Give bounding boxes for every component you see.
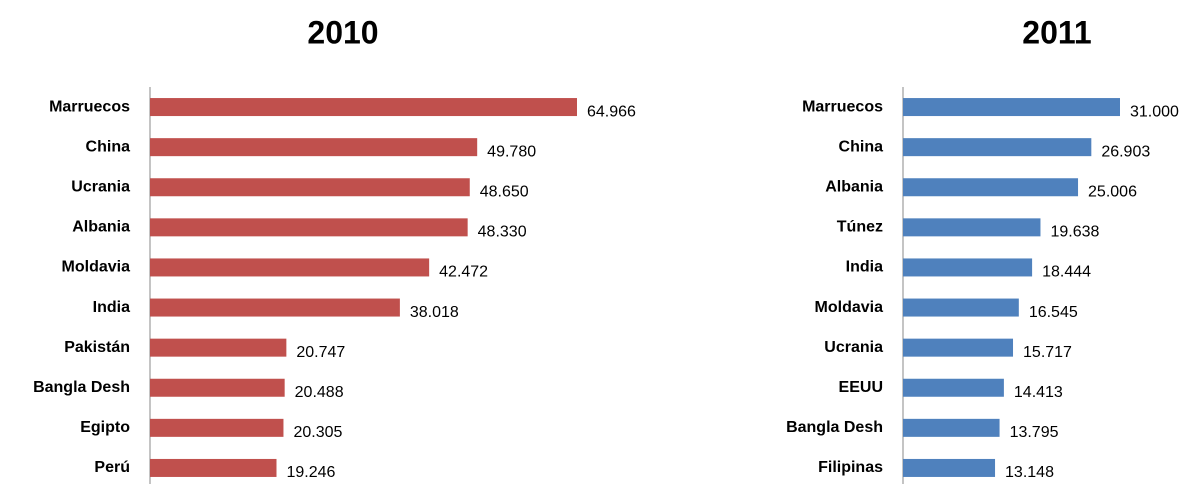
y-tick-label: Albania <box>825 178 883 195</box>
chart-title: 2011 <box>1022 14 1091 50</box>
bar <box>903 298 1019 317</box>
data-label: 64.966 <box>587 103 636 120</box>
y-tick-label: Moldavia <box>62 259 131 276</box>
y-tick-label: Bangla Desh <box>33 379 130 396</box>
data-label: 48.330 <box>478 224 527 241</box>
bar <box>150 338 287 357</box>
bar <box>903 258 1033 277</box>
bar <box>150 458 277 477</box>
bar <box>903 98 1120 117</box>
y-tick-label: Bangla Desh <box>786 419 883 436</box>
data-label: 48.650 <box>480 183 529 200</box>
bar <box>150 258 430 277</box>
bar <box>903 338 1014 357</box>
bar <box>150 378 285 397</box>
data-label: 18.444 <box>1042 264 1091 281</box>
y-tick-label: Egipto <box>80 419 130 436</box>
y-tick-label: Marruecos <box>49 98 130 115</box>
data-label: 20.747 <box>296 344 345 361</box>
bar <box>150 418 284 437</box>
chart-title: 2010 <box>307 14 378 50</box>
data-label: 42.472 <box>439 264 488 281</box>
y-tick-label: Filipinas <box>818 459 883 476</box>
y-tick-label: Ucrania <box>824 339 883 356</box>
bar <box>150 218 468 237</box>
data-label: 26.903 <box>1101 143 1150 160</box>
data-label: 16.545 <box>1029 304 1078 321</box>
data-label: 25.006 <box>1088 183 1137 200</box>
data-label: 19.638 <box>1050 224 1099 241</box>
data-label: 20.488 <box>295 384 344 401</box>
y-tick-label: Pakistán <box>64 339 130 356</box>
data-label: 38.018 <box>410 304 459 321</box>
y-tick-label: China <box>839 138 884 155</box>
data-label: 13.795 <box>1010 424 1059 441</box>
y-tick-label: Ucrania <box>71 178 130 195</box>
data-label: 49.780 <box>487 143 536 160</box>
data-label: 14.413 <box>1014 384 1063 401</box>
y-tick-label: Marruecos <box>802 98 883 115</box>
bar <box>150 98 577 117</box>
bar <box>150 298 400 317</box>
data-label: 31.000 <box>1130 103 1179 120</box>
bar <box>903 218 1041 237</box>
y-tick-label: EEUU <box>839 379 883 396</box>
bar <box>903 458 996 477</box>
bar <box>150 138 478 157</box>
data-label: 20.305 <box>293 424 342 441</box>
bar <box>903 178 1079 197</box>
bar <box>903 418 1000 437</box>
bar <box>903 138 1092 157</box>
y-tick-label: India <box>93 299 130 316</box>
y-tick-label: Moldavia <box>815 299 884 316</box>
y-tick-label: India <box>846 259 883 276</box>
data-label: 13.148 <box>1005 464 1054 481</box>
bar <box>150 178 470 197</box>
y-tick-label: Perú <box>94 459 130 476</box>
y-tick-label: Albania <box>72 219 130 236</box>
bar <box>903 378 1004 397</box>
y-tick-label: Túnez <box>837 219 883 236</box>
data-label: 19.246 <box>286 464 335 481</box>
y-tick-label: China <box>86 138 131 155</box>
data-label: 15.717 <box>1023 344 1072 361</box>
